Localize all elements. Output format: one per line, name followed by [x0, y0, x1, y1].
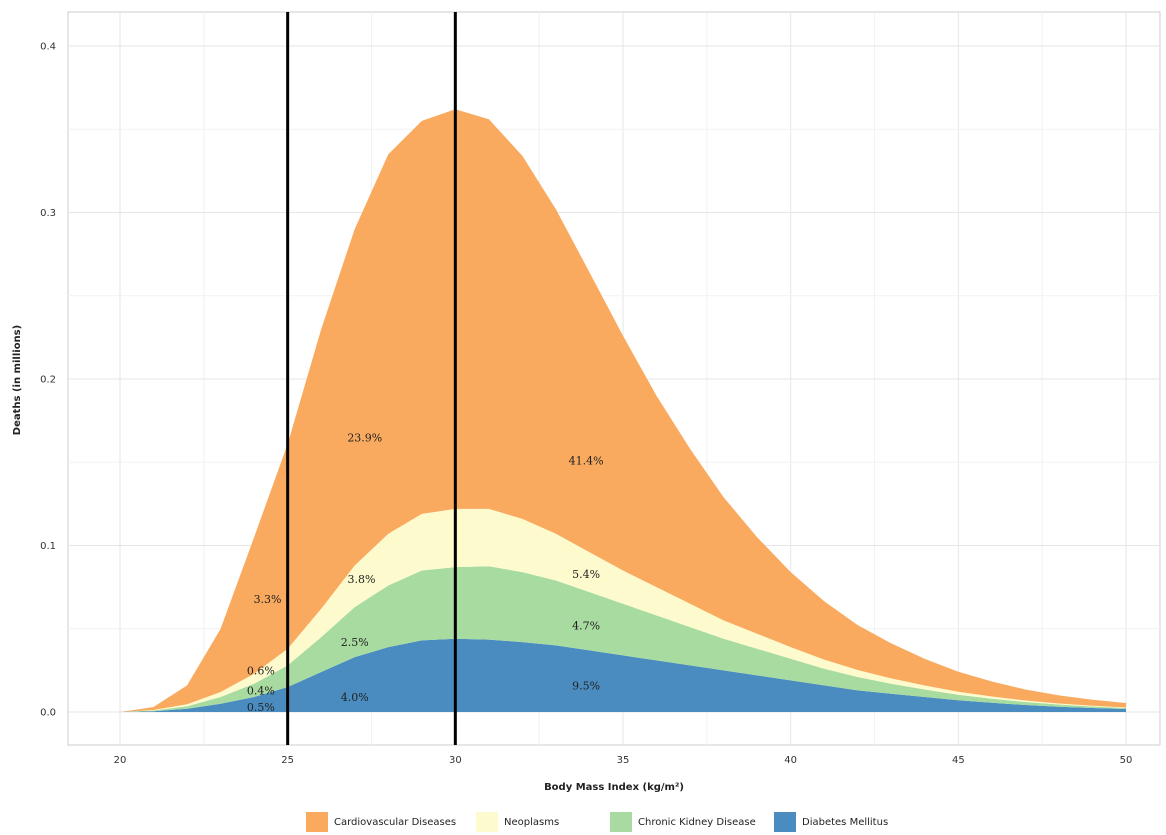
x-tick-label: 20	[114, 755, 127, 766]
percentage-label: 0.5%	[247, 701, 275, 714]
legend-item-cardiovascular-diseases: Cardiovascular Diseases	[306, 812, 456, 832]
y-tick-label: 0.4	[40, 42, 56, 53]
percentage-label: 41.4%	[569, 455, 604, 468]
percentage-label: 3.8%	[347, 573, 375, 586]
area-cardiovascular-diseases	[120, 109, 1126, 713]
x-tick-labels: 20 25 30 35 40 45 50	[114, 755, 1133, 766]
percentage-label: 4.7%	[572, 619, 600, 632]
legend-swatch	[610, 812, 632, 832]
y-tick-label: 0.3	[40, 208, 56, 219]
reference-lines	[286, 12, 457, 745]
legend-item-chronic-kidney-disease: Chronic Kidney Disease	[610, 812, 756, 832]
percentage-label: 0.4%	[247, 684, 275, 697]
legend-label: Cardiovascular Diseases	[334, 816, 457, 828]
percentage-label: 9.5%	[572, 679, 600, 692]
legend-label: Neoplasms	[504, 816, 560, 828]
y-axis-title: Deaths (in millions)	[12, 325, 23, 435]
x-tick-label: 35	[617, 755, 630, 766]
x-tick-label: 30	[449, 755, 462, 766]
percentage-labels: 23.9% 41.4% 3.3% 3.8% 5.4% 2.5% 4.7% 0.6% 0.4% 4.…	[247, 431, 604, 714]
y-tick-labels: 0.0 0.1 0.2 0.3 0.4	[40, 42, 56, 719]
percentage-label: 4.0%	[341, 691, 369, 704]
percentage-label: 2.5%	[341, 636, 369, 649]
x-tick-label: 45	[952, 755, 965, 766]
x-axis-title: Body Mass Index (kg/m²)	[544, 782, 684, 793]
x-tick-label: 40	[784, 755, 797, 766]
area-diabetes-mellitus	[120, 638, 1126, 712]
legend-swatch	[306, 812, 328, 832]
y-tick-label: 0.1	[40, 541, 56, 552]
percentage-label: 0.6%	[247, 664, 275, 677]
percentage-label: 3.3%	[254, 593, 282, 606]
x-tick-label: 50	[1120, 755, 1133, 766]
legend: Cardiovascular Diseases Neoplasms Chronic …	[0, 808, 1166, 832]
y-tick-label: 0.0	[40, 708, 56, 719]
y-tick-label: 0.2	[40, 375, 56, 386]
stacked-areas	[120, 109, 1126, 713]
area-neoplasms	[120, 508, 1126, 712]
x-tick-label: 25	[281, 755, 294, 766]
legend-swatch	[476, 812, 498, 832]
legend-swatch	[774, 812, 796, 832]
chart-area: 0.0 0.1 0.2 0.3 0.4 20 25 30 35 40 45 50 23.9% 41.4…	[12, 11, 1161, 793]
percentage-label: 23.9%	[347, 431, 382, 444]
percentage-label: 5.4%	[572, 568, 600, 581]
legend-label: Chronic Kidney Disease	[638, 816, 756, 828]
area-chronic-kidney-disease	[120, 566, 1126, 712]
legend-label: Diabetes Mellitus	[802, 816, 889, 828]
legend-item-diabetes-mellitus: Diabetes Mellitus	[774, 812, 888, 832]
legend-item-neoplasms: Neoplasms	[476, 812, 559, 832]
